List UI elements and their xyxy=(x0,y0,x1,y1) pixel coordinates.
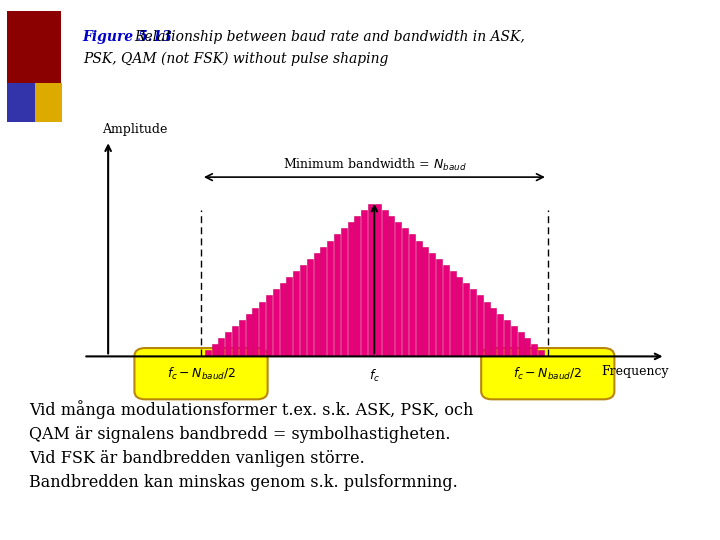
Bar xyxy=(368,204,374,356)
Bar xyxy=(490,308,496,356)
Bar xyxy=(259,301,265,356)
Polygon shape xyxy=(535,352,561,359)
FancyBboxPatch shape xyxy=(35,83,62,122)
Text: Figure 5.13: Figure 5.13 xyxy=(83,30,173,44)
Bar xyxy=(212,344,217,356)
Bar xyxy=(232,326,238,356)
Bar xyxy=(273,289,279,356)
Bar xyxy=(334,234,340,356)
Bar xyxy=(463,283,469,356)
Bar xyxy=(204,350,211,356)
Bar xyxy=(253,308,258,356)
Bar xyxy=(484,301,490,356)
Bar xyxy=(402,228,408,356)
Bar xyxy=(510,326,517,356)
Bar xyxy=(266,295,272,356)
Bar xyxy=(327,240,333,356)
Bar xyxy=(341,228,347,356)
Bar xyxy=(388,216,395,356)
Bar xyxy=(498,314,503,356)
Text: Frequency: Frequency xyxy=(601,365,668,378)
Bar xyxy=(218,338,225,356)
Bar xyxy=(300,265,306,356)
Bar xyxy=(354,216,361,356)
FancyBboxPatch shape xyxy=(7,83,35,122)
Bar xyxy=(293,271,300,356)
Bar xyxy=(239,320,245,356)
Bar xyxy=(518,332,523,356)
FancyBboxPatch shape xyxy=(135,348,268,400)
Text: Vid många modulationsformer t.ex. s.k. ASK, PSK, och
QAM är signalens bandbredd : Vid många modulationsformer t.ex. s.k. A… xyxy=(29,400,473,491)
Text: $f_c - N_{baud}/2$: $f_c - N_{baud}/2$ xyxy=(513,366,582,382)
Bar xyxy=(470,289,476,356)
FancyBboxPatch shape xyxy=(7,11,61,84)
Bar xyxy=(287,277,292,356)
Bar xyxy=(456,277,462,356)
Bar xyxy=(375,204,381,356)
Bar xyxy=(423,247,428,356)
Text: Minimum bandwidth = $N_{baud}$: Minimum bandwidth = $N_{baud}$ xyxy=(282,157,467,173)
Bar xyxy=(395,222,401,356)
Text: Relationship between baud rate and bandwidth in ASK,: Relationship between baud rate and bandw… xyxy=(135,30,526,44)
Bar xyxy=(436,259,442,356)
Bar xyxy=(449,271,456,356)
Bar xyxy=(225,332,231,356)
FancyBboxPatch shape xyxy=(481,348,614,400)
Bar xyxy=(314,253,320,356)
Bar xyxy=(477,295,483,356)
Bar xyxy=(348,222,354,356)
Bar xyxy=(524,338,531,356)
Bar xyxy=(409,234,415,356)
Bar xyxy=(504,320,510,356)
Bar xyxy=(429,253,435,356)
Text: Amplitude: Amplitude xyxy=(102,123,167,136)
Bar xyxy=(443,265,449,356)
Bar xyxy=(246,314,251,356)
Text: $f_c - N_{baud}/2$: $f_c - N_{baud}/2$ xyxy=(166,366,235,382)
Bar xyxy=(531,344,537,356)
Bar xyxy=(307,259,312,356)
Bar xyxy=(538,350,544,356)
Bar xyxy=(415,240,422,356)
Bar xyxy=(361,210,367,356)
Text: PSK, QAM (not FSK) without pulse shaping: PSK, QAM (not FSK) without pulse shaping xyxy=(83,51,388,66)
Text: $f_c$: $f_c$ xyxy=(369,368,380,384)
Polygon shape xyxy=(188,352,214,359)
Bar xyxy=(382,210,387,356)
Bar xyxy=(279,283,286,356)
Bar xyxy=(320,247,326,356)
